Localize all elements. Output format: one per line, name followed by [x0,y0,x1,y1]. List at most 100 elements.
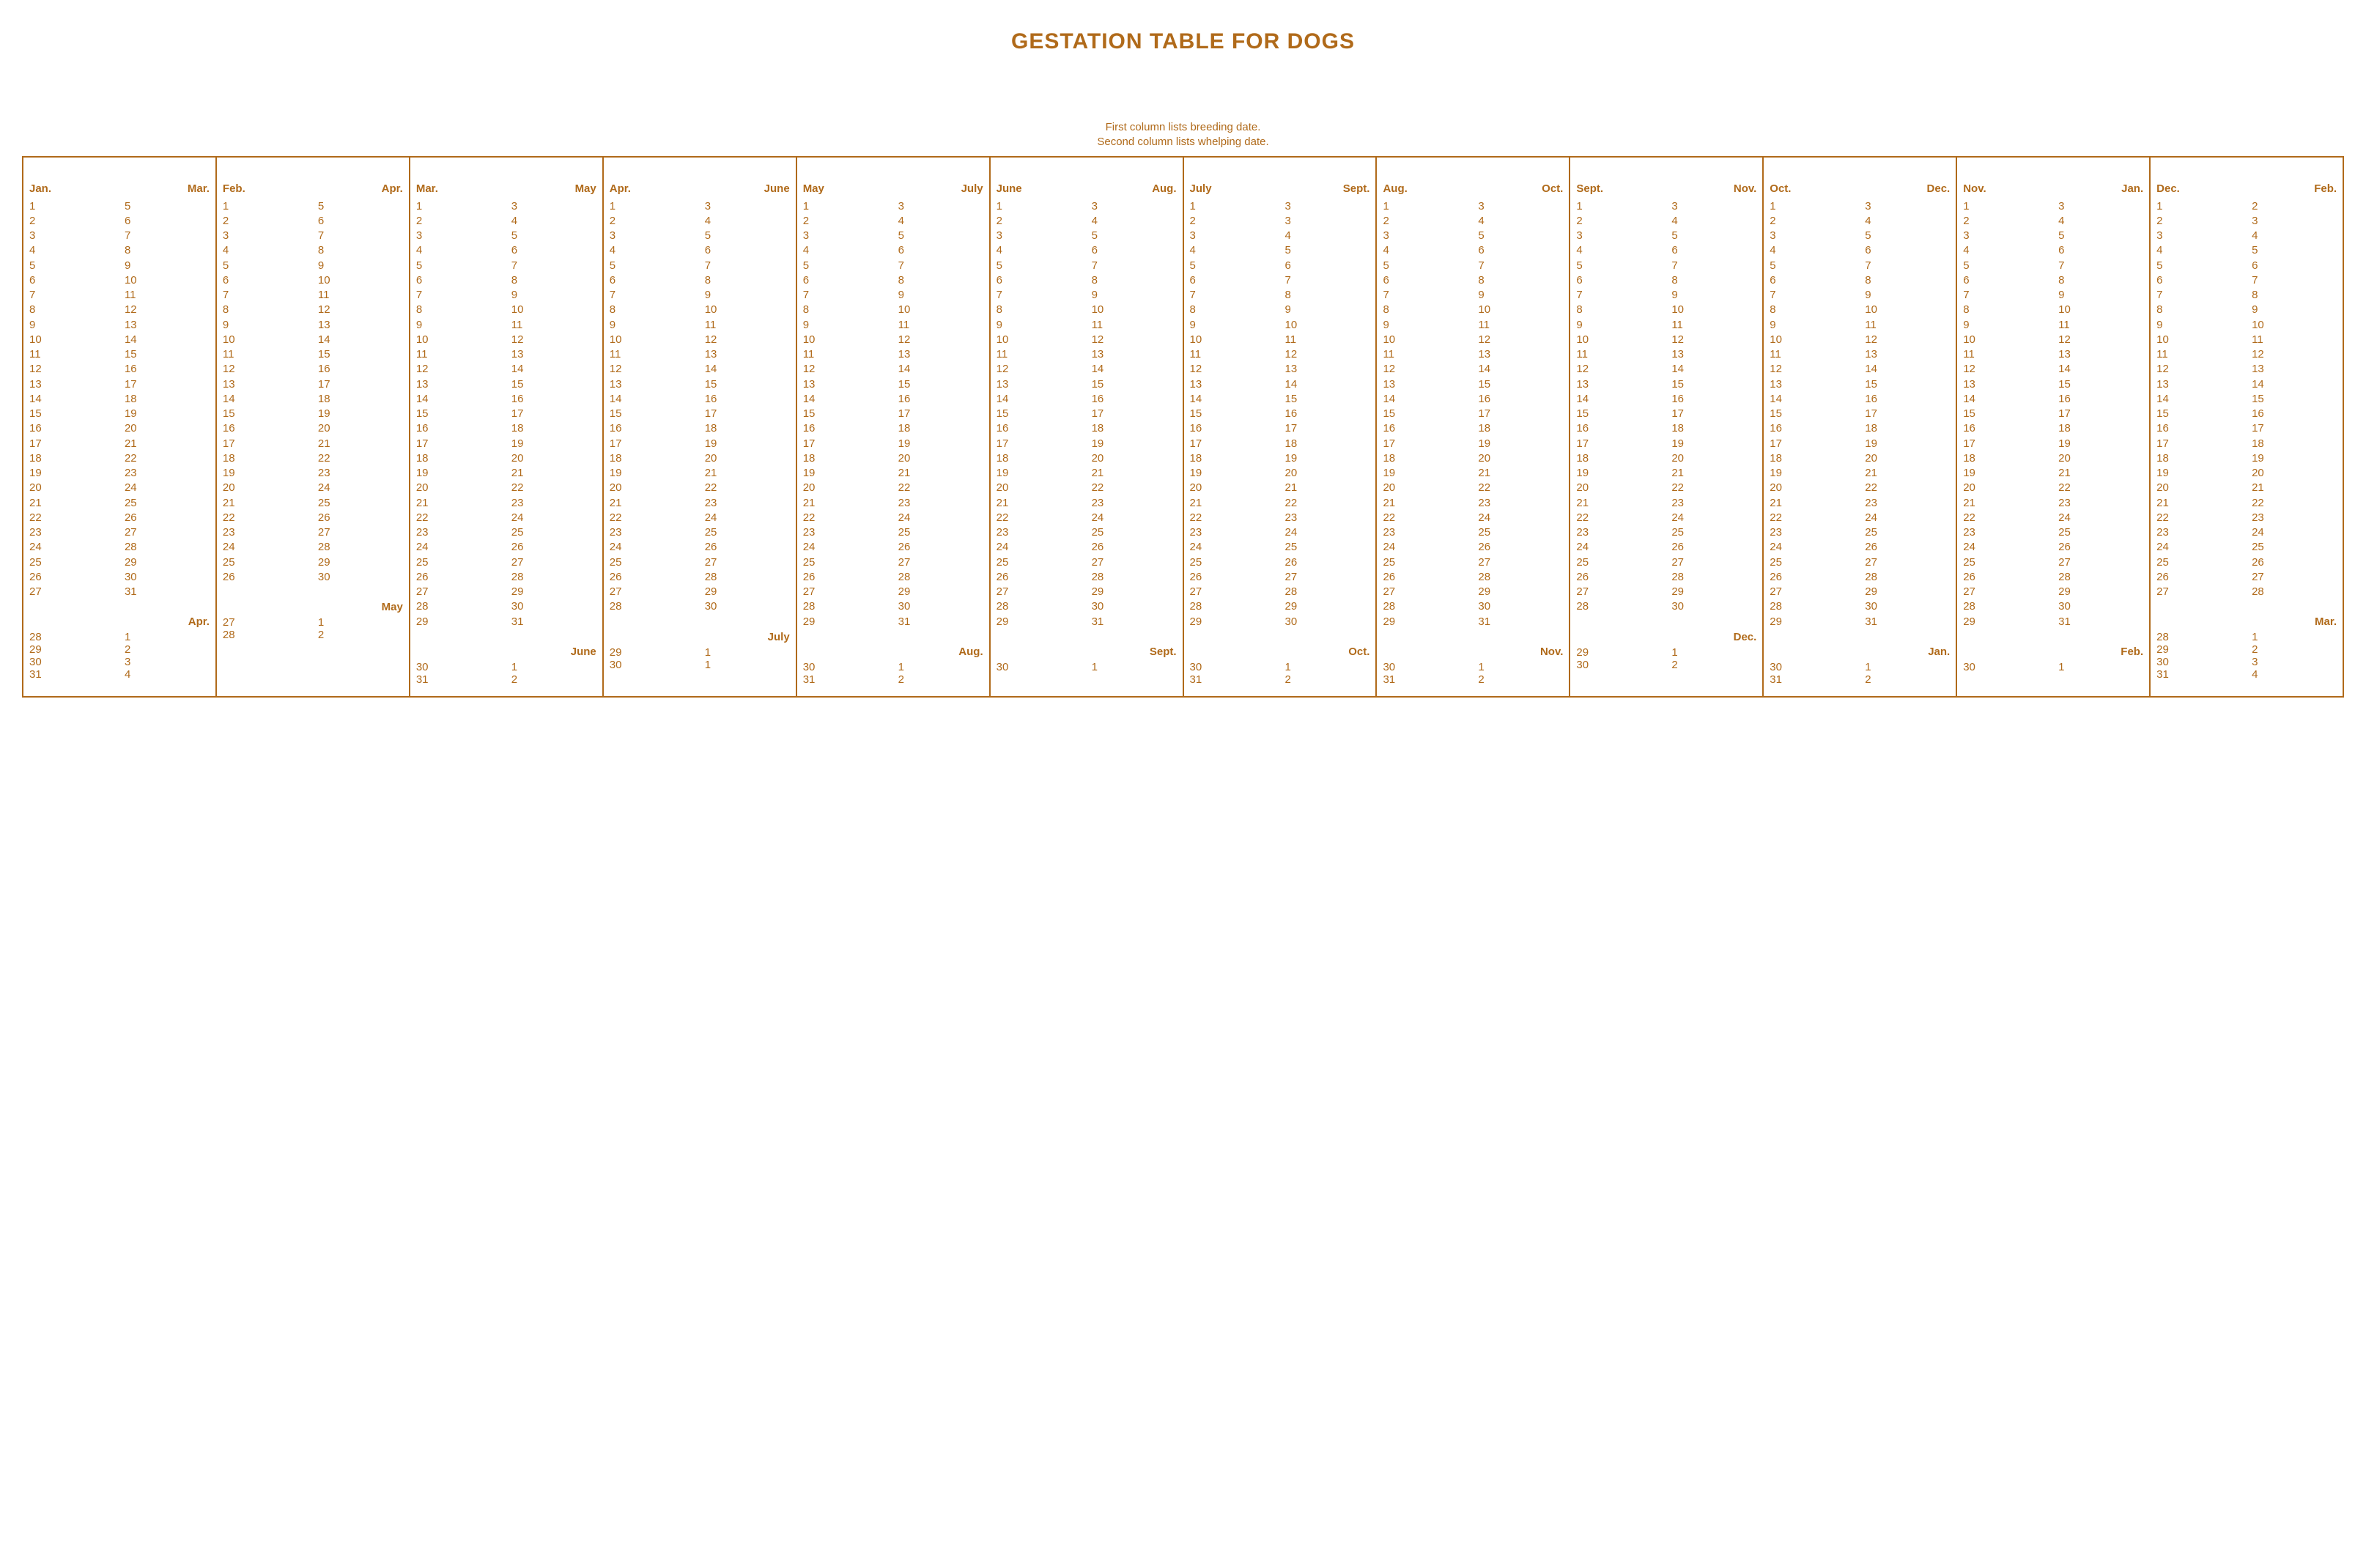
whelp-day-cell: 8 [695,273,790,288]
whelp-day-cell: 13 [2241,362,2337,377]
data-block: 1324354657687981091110121113121413151416… [997,199,1177,629]
table-row: 2931 [1383,615,1563,629]
table-row: 24 [1963,214,2143,229]
whelp-day-cell: 2 [308,629,403,641]
whelp-day-cell: 10 [695,303,790,317]
table-row: 2830 [1770,599,1950,614]
breed-day-cell: 4 [1576,243,1661,258]
table-row: 1012 [416,333,596,347]
table-row: 1115 [29,347,210,362]
subtitle-line-2: Second column lists whelping date. [1097,136,1268,148]
whelp-day-cell: 7 [695,259,790,273]
table-row: 2426 [416,540,596,555]
breed-day-cell: 9 [29,318,114,333]
table-row: 1115 [223,347,403,362]
table-row: 911 [416,318,596,333]
breed-day-cell: 15 [610,407,695,421]
table-row: 1011 [2156,333,2337,347]
overflow-month-label: Aug. [803,646,983,658]
whelp-day-cell: 20 [695,451,790,466]
breed-day-cell: 24 [223,540,308,555]
gestation-table: Jan.Mar.15263748596107118129131014111512… [22,156,2344,698]
whelp-day-cell: 29 [695,585,790,599]
breed-day-cell: 2 [2156,214,2241,229]
table-row: 2728 [1190,585,1370,599]
overflow-block: Jan.301312 [1770,646,1950,686]
whelp-day-cell: 13 [114,318,210,333]
data-block: 1324354657687981091110121113121413151416… [1383,199,1563,629]
breed-month-label: Nov. [1963,182,2053,195]
table-row: 46 [1383,243,1563,258]
breed-day-cell: 29 [1190,615,1275,629]
table-row: 1618 [1576,421,1756,436]
breed-day-cell: 10 [1190,333,1275,347]
whelp-day-cell: 26 [308,511,403,525]
table-row: 23 [2156,214,2337,229]
breed-day-cell: 10 [29,333,114,347]
whelp-day-cell: 22 [114,451,210,466]
page-subtitle: First column lists breeding date. Second… [22,120,2344,150]
breed-month-label: Dec. [2156,182,2247,195]
table-row: 1921 [1576,466,1756,481]
whelp-day-cell: 4 [1468,214,1563,229]
whelp-day-cell: 1 [308,616,403,629]
table-row: 56 [1190,259,1370,273]
whelp-day-cell: 18 [1855,421,1950,436]
table-row: 1416 [1576,392,1756,407]
breed-day-cell: 3 [1770,229,1855,243]
table-row: 1517 [1770,407,1950,421]
whelp-day-cell: 2 [2241,643,2337,656]
table-row: 1416 [416,392,596,407]
whelp-day-cell: 15 [1855,377,1950,392]
table-row: 2729 [416,585,596,599]
whelp-day-cell: 4 [2048,214,2143,229]
table-row: 2630 [223,570,403,585]
breed-day-cell: 2 [1963,214,2048,229]
breed-day-cell: 14 [29,392,114,407]
breed-day-cell: 6 [1963,273,2048,288]
breed-day-cell: 2 [1190,214,1275,229]
whelp-day-cell: 31 [1855,615,1950,629]
whelp-day-cell: 11 [1468,318,1563,333]
breed-day-cell: 2 [29,214,114,229]
breed-day-cell: 25 [1383,555,1468,570]
whelp-day-cell: 10 [888,303,983,317]
table-row: 2628 [803,570,983,585]
whelp-day-cell: 5 [2048,229,2143,243]
whelp-day-cell: 3 [1661,199,1756,214]
table-row: 79 [997,288,1177,303]
whelp-day-cell: 19 [1661,437,1756,451]
breed-day-cell: 22 [1963,511,2048,525]
whelp-day-cell: 6 [501,243,596,258]
breed-day-cell: 25 [610,555,695,570]
whelp-day-cell: 27 [1468,555,1563,570]
whelp-day-cell: 2 [114,643,210,656]
breed-day-cell: 20 [223,481,308,495]
table-row: 1719 [610,437,790,451]
table-row: 2630 [29,570,210,585]
whelp-day-cell: 7 [2048,259,2143,273]
breed-day-cell: 29 [1963,615,2048,629]
breed-day-cell: 30 [610,659,695,671]
table-row: 79 [416,288,596,303]
breed-day-cell: 14 [1383,392,1468,407]
whelp-day-cell: 19 [695,437,790,451]
whelp-day-cell: 25 [2048,525,2143,540]
table-row: 810 [416,303,596,317]
table-row: 312 [1770,673,1950,686]
whelp-day-cell: 2 [1274,673,1369,686]
breed-day-cell: 28 [223,629,308,641]
breed-day-cell: 18 [1576,451,1661,466]
month-column: Oct.Dec.13243546576879810911101211131214… [1764,158,1957,696]
breed-day-cell: 15 [29,407,114,421]
breed-day-cell: 29 [2156,643,2241,656]
whelp-day-cell: 6 [1855,243,1950,258]
breed-day-cell: 11 [997,347,1082,362]
whelp-day-cell: 18 [1661,421,1756,436]
whelp-day-cell: 10 [1274,318,1369,333]
month-header: Apr.June [610,182,790,195]
breed-day-cell: 5 [803,259,888,273]
whelp-day-cell: 22 [501,481,596,495]
month-header: JuneAug. [997,182,1177,195]
whelp-month-label: July [893,182,983,195]
